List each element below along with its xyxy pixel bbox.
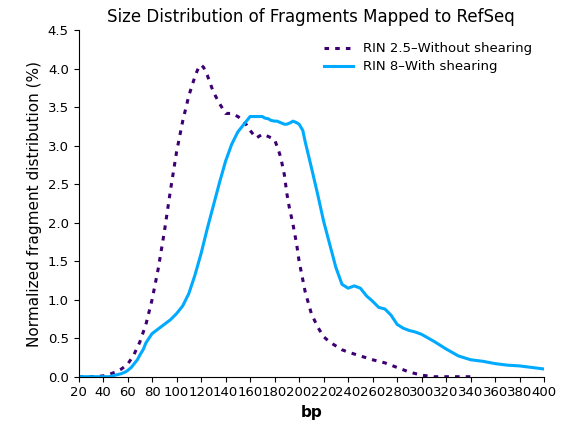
RIN 8–With shearing <box>351 283 357 288</box>
RIN 8–With shearing <box>277 120 284 125</box>
RIN 8–With shearing <box>247 114 254 119</box>
Line: RIN 2.5–Without shearing: RIN 2.5–Without shearing <box>79 65 471 377</box>
RIN 2.5–Without shearing <box>142 322 149 327</box>
RIN 2.5–Without shearing <box>265 134 272 139</box>
RIN 8–With shearing <box>75 374 82 379</box>
RIN 2.5–Without shearing <box>180 119 186 124</box>
X-axis label: bp: bp <box>301 405 322 420</box>
RIN 2.5–Without shearing <box>314 324 321 329</box>
RIN 2.5–Without shearing <box>100 373 107 378</box>
RIN 2.5–Without shearing <box>197 62 204 68</box>
RIN 8–With shearing <box>541 366 548 372</box>
RIN 2.5–Without shearing <box>467 374 474 379</box>
RIN 8–With shearing <box>216 180 223 185</box>
RIN 8–With shearing <box>259 114 266 119</box>
RIN 8–With shearing <box>118 371 125 376</box>
RIN 2.5–Without shearing <box>124 362 131 367</box>
Title: Size Distribution of Fragments Mapped to RefSeq: Size Distribution of Fragments Mapped to… <box>108 8 515 26</box>
Line: RIN 8–With shearing: RIN 8–With shearing <box>79 116 544 377</box>
Legend: RIN 2.5–Without shearing, RIN 8–With shearing: RIN 2.5–Without shearing, RIN 8–With she… <box>318 37 537 79</box>
RIN 2.5–Without shearing <box>75 374 82 379</box>
RIN 8–With shearing <box>142 340 149 346</box>
Y-axis label: Normalized fragment distribution (%): Normalized fragment distribution (%) <box>27 61 42 346</box>
